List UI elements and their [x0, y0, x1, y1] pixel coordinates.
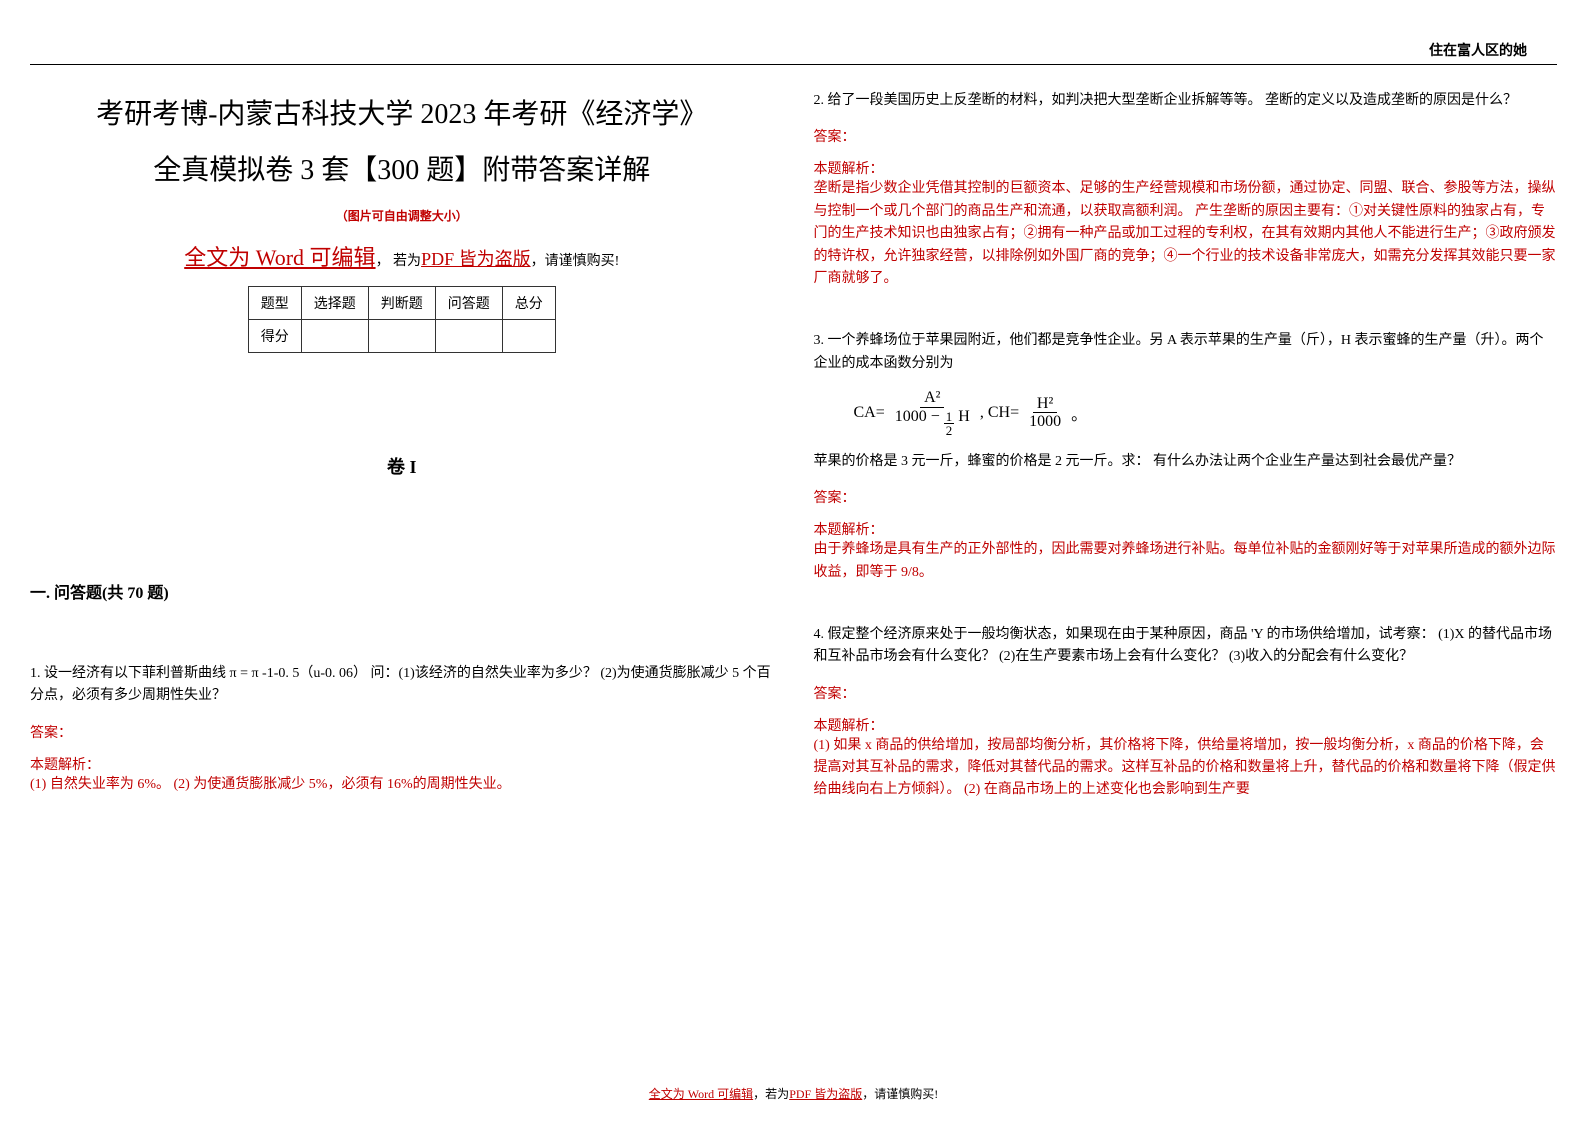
left-column: 考研考博-内蒙古科技大学 2023 年考研《经济学》 全真模拟卷 3 套【300…: [30, 90, 774, 836]
ca-den-right: H: [958, 408, 970, 425]
q3-analysis-body: 由于养蜂场是具有生产的正外部性的，因此需要对养蜂场进行补贴。每单位补贴的金额刚好…: [814, 539, 1558, 584]
q1-text: 1. 设一经济有以下菲利普斯曲线 π = π -1-0. 5（u-0. 06） …: [30, 663, 774, 708]
edit-sep: ， 若为: [376, 254, 422, 269]
word-editable-text: 全文为 Word 可编辑: [184, 245, 375, 270]
q3-text: 3. 一个养蜂场位于苹果园附近，他们都是竞争性企业。另 A 表示苹果的生产量（斤…: [814, 330, 1558, 375]
cell-judge: [368, 319, 435, 352]
q1-analysis-label: 本题解析：: [30, 754, 774, 774]
section-heading: 一. 问答题(共 70 题): [30, 579, 774, 603]
q2-answer-label: 答案：: [814, 126, 1558, 146]
footer-tail: ，请谨慎购买!: [862, 1087, 938, 1101]
ca-den: 1000 − 1 2 H: [891, 408, 974, 437]
doc-title-line2: 全真模拟卷 3 套【300 题】附带答案详解: [30, 146, 774, 196]
cell-qa: [435, 319, 502, 352]
q2-analysis-label: 本题解析：: [814, 158, 1558, 178]
header-author: 住在富人区的她: [1429, 40, 1527, 60]
ca-den-frac-den: 2: [946, 424, 953, 437]
ca-den-left: 1000 −: [895, 408, 940, 425]
image-resize-note: （图片可自由调整大小）: [30, 207, 774, 224]
footer-pdf: PDF 皆为盗版: [789, 1087, 862, 1101]
cell-total: [502, 319, 555, 352]
q1-analysis-body: (1) 自然失业率为 6%。 (2) 为使通货膨胀减少 5%，必须有 16%的周…: [30, 774, 774, 796]
ca-num: A²: [920, 389, 944, 408]
th-judge: 判断题: [368, 286, 435, 319]
score-table-header-row: 题型 选择题 判断题 问答题 总分: [248, 286, 555, 319]
edit-tail: ，请谨慎购买!: [531, 254, 620, 269]
ch-num: H²: [1033, 395, 1057, 414]
score-table: 题型 选择题 判断题 问答题 总分 得分: [248, 286, 556, 353]
q3-text2: 苹果的价格是 3 元一斤，蜂蜜的价格是 2 元一斤。求： 有什么办法让两个企业生…: [814, 451, 1558, 473]
two-column-layout: 考研考博-内蒙古科技大学 2023 年考研《经济学》 全真模拟卷 3 套【300…: [30, 90, 1557, 836]
th-choice: 选择题: [301, 286, 368, 319]
footer-warning: 全文为 Word 可编辑，若为PDF 皆为盗版，请谨慎购买!: [0, 1085, 1587, 1102]
pdf-pirate-text: PDF 皆为盗版: [421, 249, 531, 269]
footer-sep: ，若为: [753, 1087, 789, 1101]
q3-formula: CA= A² 1000 − 1 2 H , CH= H² 1000 。: [854, 389, 1558, 437]
doc-title-line1: 考研考博-内蒙古科技大学 2023 年考研《经济学》: [30, 90, 774, 140]
ca-den-frac-num: 1: [944, 410, 955, 424]
header-rule: [30, 64, 1557, 65]
right-column: 2. 给了一段美国历史上反垄断的材料，如判决把大型垄断企业拆解等等。 垄断的定义…: [814, 90, 1558, 836]
volume-label: 卷 I: [30, 453, 774, 479]
q4-analysis-body: (1) 如果 x 商品的供给增加，按局部均衡分析，其价格将下降，供给量将增加，按…: [814, 735, 1558, 802]
ca-label: CA=: [854, 404, 885, 422]
score-table-score-row: 得分: [248, 319, 555, 352]
q2-text: 2. 给了一段美国历史上反垄断的材料，如判决把大型垄断企业拆解等等。 垄断的定义…: [814, 90, 1558, 112]
q4-text: 4. 假定整个经济原来处于一般均衡状态，如果现在由于某种原因，商品 'Y 的市场…: [814, 624, 1558, 669]
th-type: 题型: [248, 286, 301, 319]
q3-analysis-label: 本题解析：: [814, 519, 1558, 539]
q4-answer-label: 答案：: [814, 683, 1558, 703]
th-total: 总分: [502, 286, 555, 319]
footer-word: 全文为 Word 可编辑: [649, 1087, 753, 1101]
ca-den-frac: 1 2: [944, 410, 955, 437]
formula-tail: 。: [1071, 401, 1087, 425]
q4-analysis-label: 本题解析：: [814, 715, 1558, 735]
q3-answer-label: 答案：: [814, 487, 1558, 507]
cell-choice: [301, 319, 368, 352]
edit-warning-line: 全文为 Word 可编辑， 若为PDF 皆为盗版，请谨慎购买!: [30, 240, 774, 272]
ca-fraction: A² 1000 − 1 2 H: [891, 389, 974, 437]
q2-analysis-body: 垄断是指少数企业凭借其控制的巨额资本、足够的生产经营规模和市场份额，通过协定、同…: [814, 178, 1558, 290]
formula-sep: , CH=: [980, 404, 1019, 422]
ch-den: 1000: [1025, 413, 1065, 431]
ch-fraction: H² 1000: [1025, 395, 1065, 431]
q1-answer-label: 答案：: [30, 722, 774, 742]
row-label-score: 得分: [248, 319, 301, 352]
th-qa: 问答题: [435, 286, 502, 319]
